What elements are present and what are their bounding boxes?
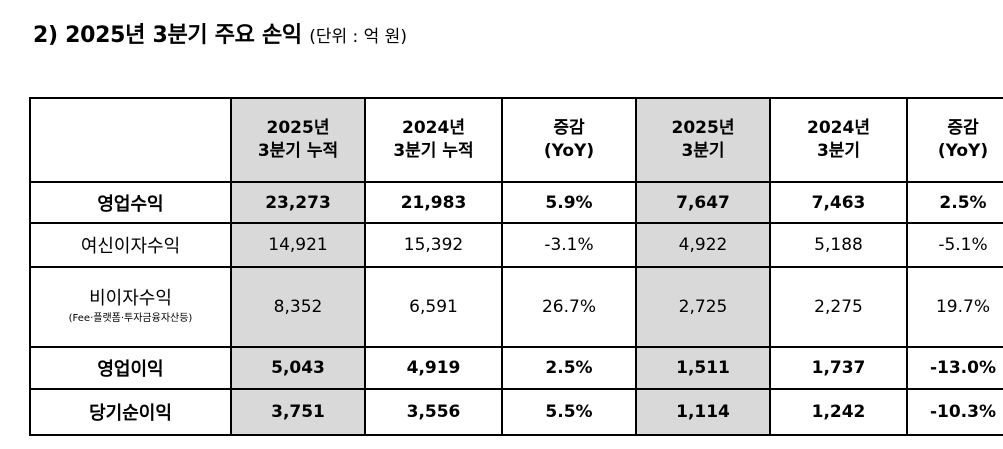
header-cell-2024-q3: 2024년 3분기: [769, 97, 908, 183]
value-cell: 8,352: [230, 266, 366, 348]
header-line: 2025년: [671, 118, 735, 138]
table-row: 당기순이익 3,751 3,556 5.5% 1,114 1,242 -10.3…: [29, 388, 1003, 436]
value-cell: 4,922: [635, 222, 771, 268]
value-cell: 4,919: [364, 346, 503, 390]
header-row: 2025년 3분기 누적 2024년 3분기 누적 증감 (YoY) 2025년…: [29, 97, 1003, 183]
header-line: (YoY): [937, 141, 989, 161]
header-line: 3분기 누적: [257, 141, 339, 161]
value-cell: 6,591: [364, 266, 503, 348]
header-line: 증감: [553, 118, 585, 138]
value-cell: 1,242: [769, 388, 908, 436]
value-cell: 1,737: [769, 346, 908, 390]
table-row: 여신이자수익 14,921 15,392 -3.1% 4,922 5,188 -…: [29, 222, 1003, 268]
header-line: (YoY): [543, 141, 595, 161]
row-label: 당기순이익: [29, 388, 232, 436]
value-cell: 5,188: [769, 222, 908, 268]
row-label: 비이자수익: [89, 288, 172, 309]
value-cell: 14,921: [230, 222, 366, 268]
section-title-text: 2) 2025년 3분기 주요 손익: [33, 23, 302, 48]
header-cell-yoy-q3: 증감 (YoY): [906, 97, 1003, 183]
value-cell: 23,273: [230, 181, 366, 224]
value-cell: 26.7%: [501, 266, 637, 348]
section-title: 2) 2025년 3분기 주요 손익 (단위 : 억 원): [33, 17, 407, 49]
header-line: 증감: [947, 118, 979, 138]
value-cell: 2,725: [635, 266, 771, 348]
header-cell-blank: [29, 97, 232, 183]
value-cell: 7,463: [769, 181, 908, 224]
header-cell-2024-cumulative: 2024년 3분기 누적: [364, 97, 503, 183]
unit-note: (단위 : 억 원): [309, 27, 407, 47]
header-line: 2024년: [402, 118, 465, 138]
value-cell: 3,751: [230, 388, 366, 436]
value-cell: 7,647: [635, 181, 771, 224]
value-cell: 19.7%: [906, 266, 1003, 348]
value-cell: -10.3%: [906, 388, 1003, 436]
header-cell-yoy-cumulative: 증감 (YoY): [501, 97, 637, 183]
value-cell: 1,114: [635, 388, 771, 436]
value-cell: 2,275: [769, 266, 908, 348]
header-cell-2025-cumulative: 2025년 3분기 누적: [230, 97, 366, 183]
value-cell: -13.0%: [906, 346, 1003, 390]
row-label-cell: 비이자수익 (Fee·플랫폼·투자금융자산등): [29, 266, 232, 348]
row-label: 영업이익: [29, 346, 232, 390]
value-cell: 5.5%: [501, 388, 637, 436]
header-line: 3분기 누적: [393, 141, 474, 161]
row-label: 여신이자수익: [29, 222, 232, 268]
value-cell: -5.1%: [906, 222, 1003, 268]
value-cell: 1,511: [635, 346, 771, 390]
header-line: 3분기: [681, 141, 725, 161]
value-cell: 5.9%: [501, 181, 637, 224]
value-cell: -3.1%: [501, 222, 637, 268]
row-sublabel: (Fee·플랫폼·투자금융자산등): [68, 313, 193, 324]
value-cell: 2.5%: [906, 181, 1003, 224]
header-cell-2025-q3: 2025년 3분기: [635, 97, 771, 183]
income-summary-table: 2025년 3분기 누적 2024년 3분기 누적 증감 (YoY) 2025년…: [29, 97, 1003, 436]
value-cell: 21,983: [364, 181, 503, 224]
value-cell: 3,556: [364, 388, 503, 436]
table-row: 비이자수익 (Fee·플랫폼·투자금융자산등) 8,352 6,591 26.7…: [29, 266, 1003, 348]
value-cell: 2.5%: [501, 346, 637, 390]
table-row: 영업이익 5,043 4,919 2.5% 1,511 1,737 -13.0%: [29, 346, 1003, 390]
value-cell: 15,392: [364, 222, 503, 268]
header-line: 2025년: [266, 118, 330, 138]
value-cell: 5,043: [230, 346, 366, 390]
header-line: 3분기: [816, 141, 861, 161]
row-label: 영업수익: [29, 181, 232, 224]
header-line: 2024년: [807, 118, 870, 138]
table-row: 영업수익 23,273 21,983 5.9% 7,647 7,463 2.5%: [29, 181, 1003, 224]
